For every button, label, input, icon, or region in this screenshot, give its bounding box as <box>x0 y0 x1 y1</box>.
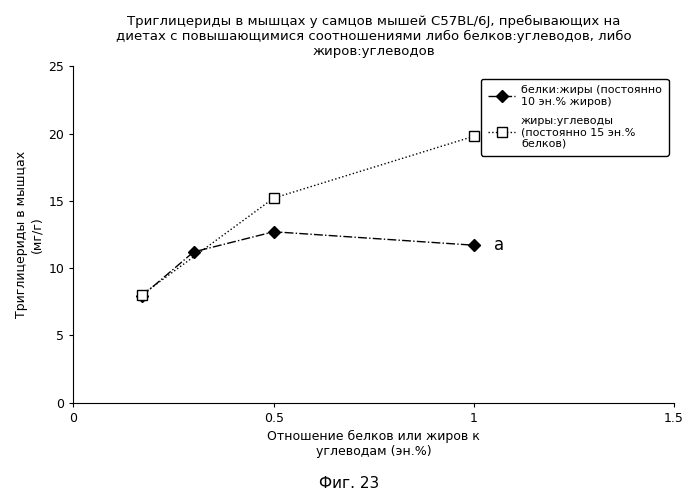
Y-axis label: Триглицериды в мышцах
(мг/г): Триглицериды в мышцах (мг/г) <box>15 151 43 318</box>
Text: Фиг. 23: Фиг. 23 <box>319 476 380 491</box>
белки:жиры (постоянно
10 эн.% жиров) <box>137 293 145 299</box>
Title: Триглицериды в мышцах у самцов мышей С57BL/6J, пребывающих на
диетах с повышающи: Триглицериды в мышцах у самцов мышей С57… <box>116 15 632 58</box>
жиры:углеводы
(постоянно 15 эн.%
белков) <box>270 195 278 201</box>
X-axis label: Отношение белков или жиров к
углеводам (эн.%): Отношение белков или жиров к углеводам (… <box>267 430 480 458</box>
белки:жиры (постоянно
10 эн.% жиров) <box>189 249 198 255</box>
жиры:углеводы
(постоянно 15 эн.%
белков) <box>137 292 145 298</box>
жиры:углеводы
(постоянно 15 эн.%
белков) <box>470 133 478 139</box>
Text: a: a <box>494 127 504 145</box>
Legend: белки:жиры (постоянно
10 эн.% жиров), жиры:углеводы
(постоянно 15 эн.%
белков): белки:жиры (постоянно 10 эн.% жиров), жи… <box>481 78 668 156</box>
белки:жиры (постоянно
10 эн.% жиров) <box>470 242 478 248</box>
Line: белки:жиры (постоянно
10 эн.% жиров): белки:жиры (постоянно 10 эн.% жиров) <box>138 228 478 301</box>
Line: жиры:углеводы
(постоянно 15 эн.%
белков): жиры:углеводы (постоянно 15 эн.% белков) <box>137 131 479 300</box>
Text: a: a <box>494 236 504 254</box>
белки:жиры (постоянно
10 эн.% жиров) <box>270 229 278 235</box>
